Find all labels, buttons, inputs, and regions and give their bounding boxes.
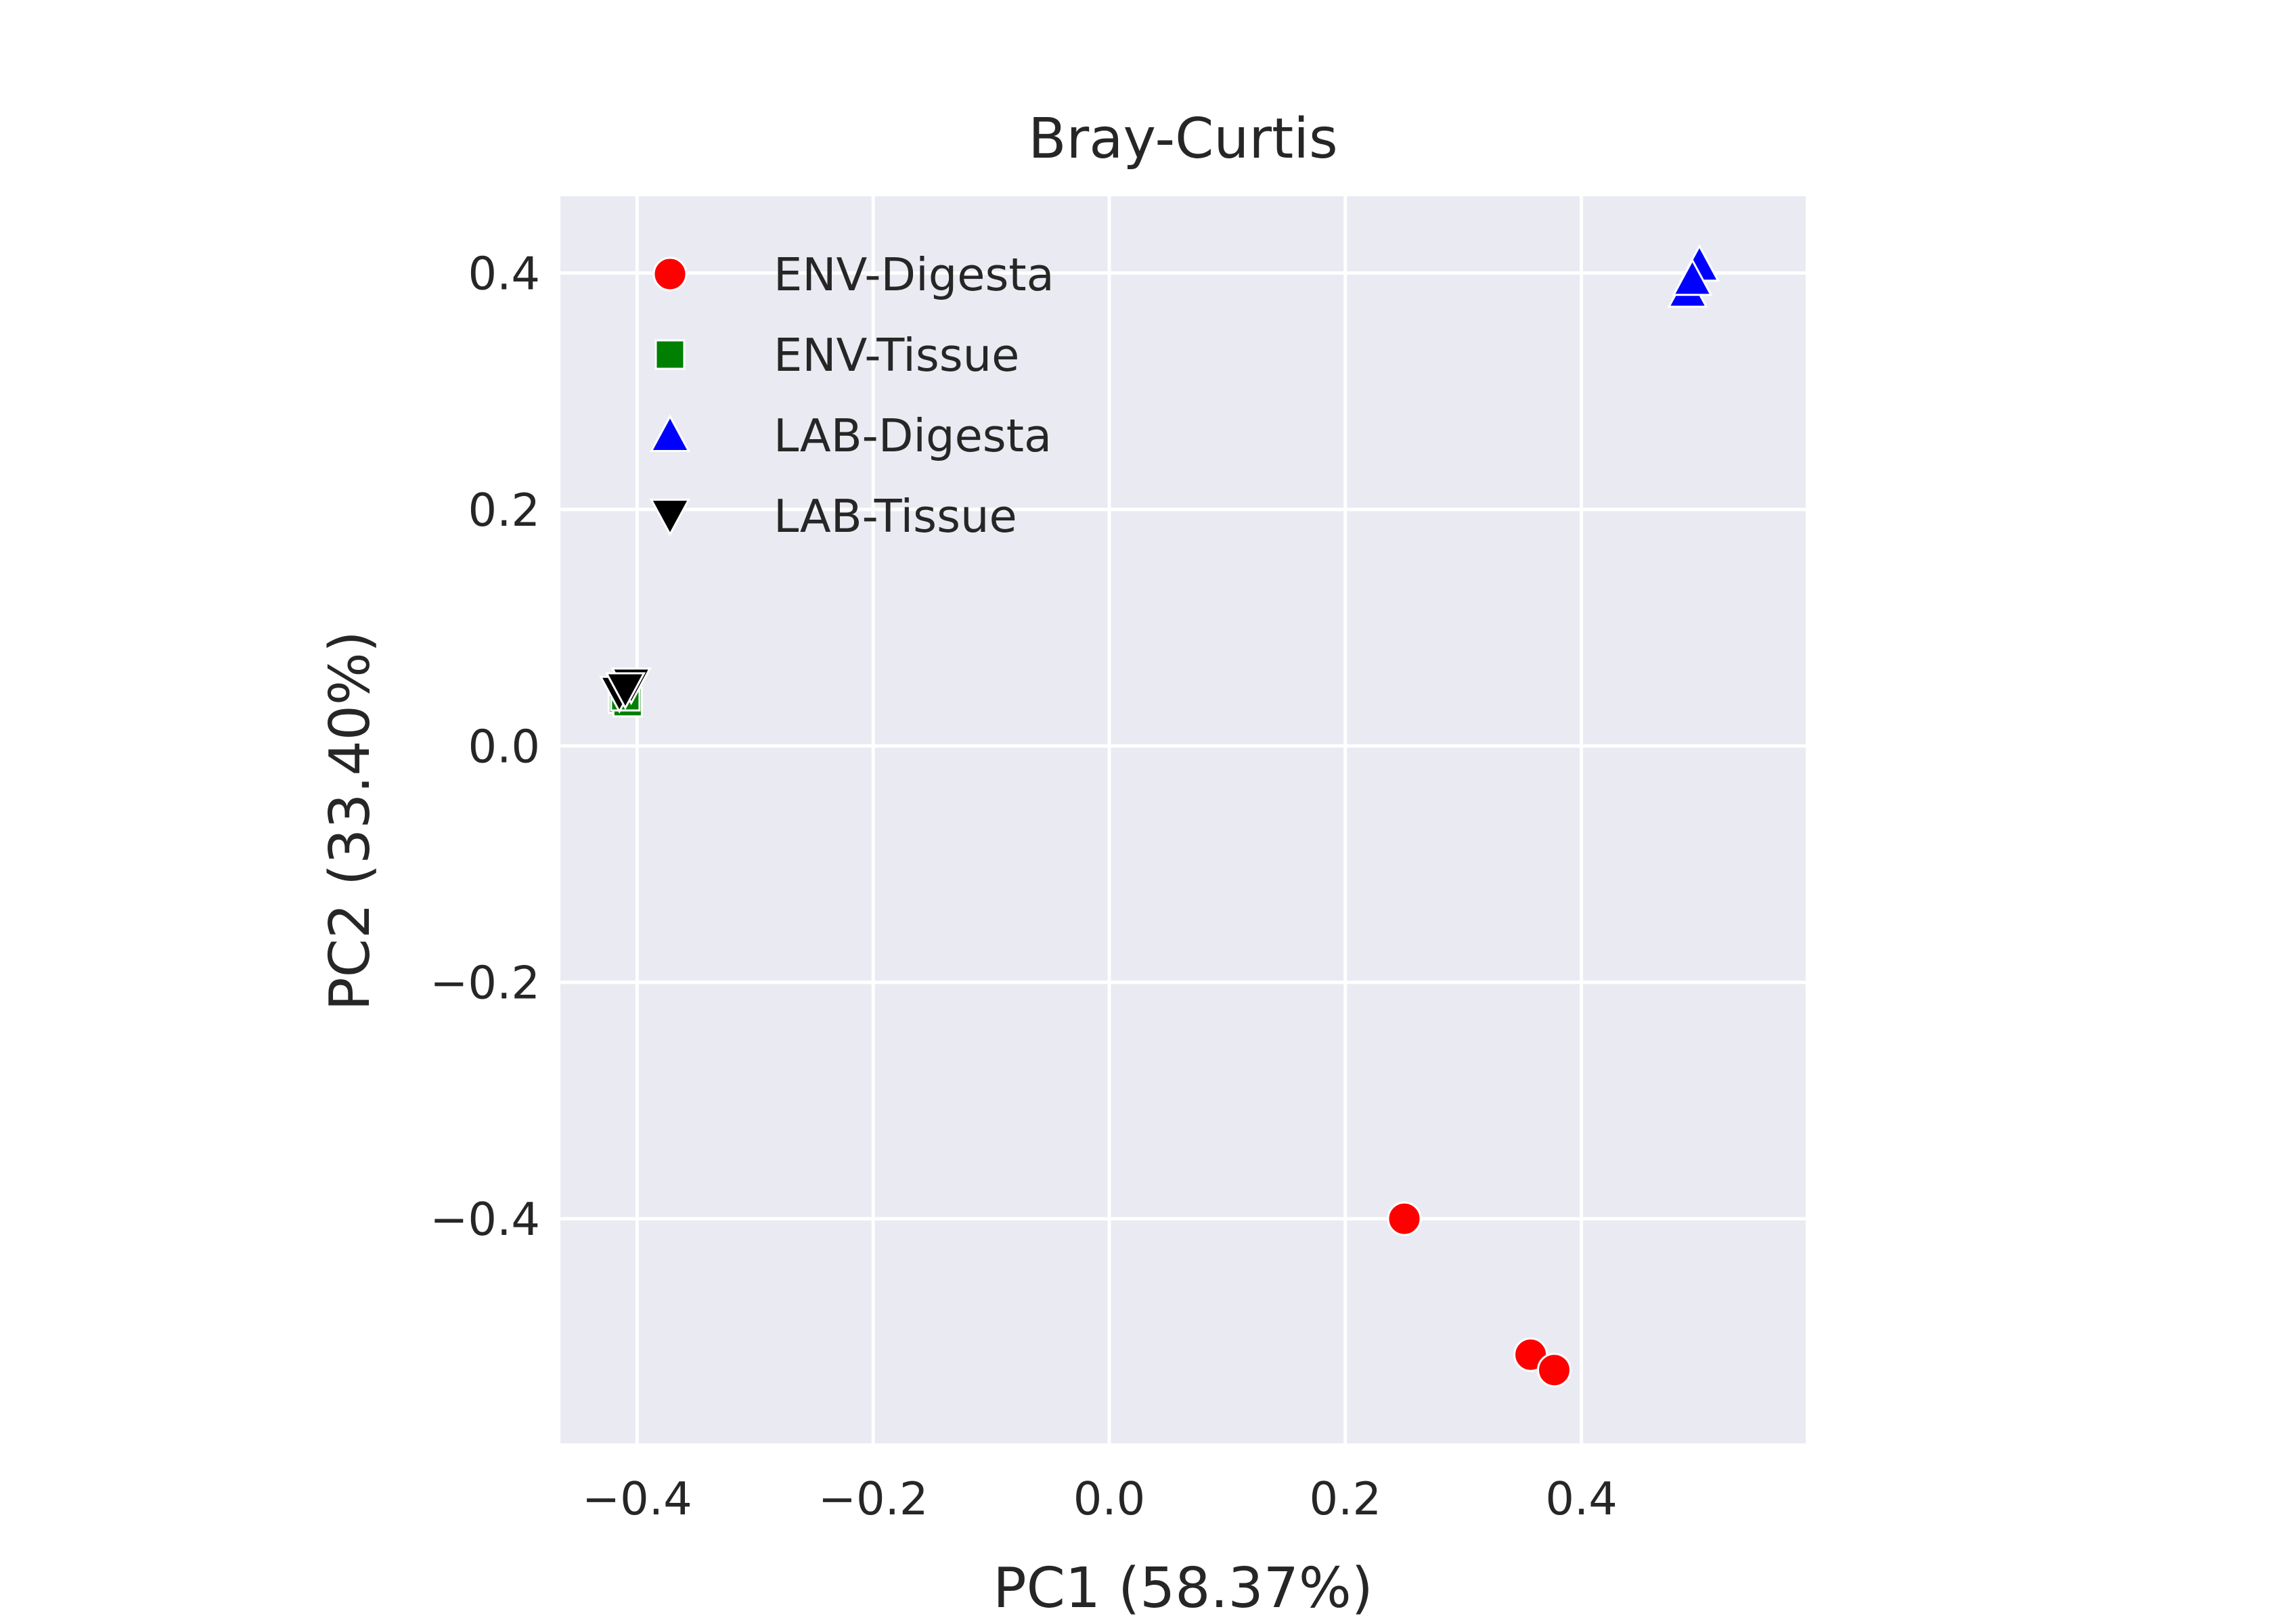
legend-marker-env-tissue (654, 339, 686, 370)
legend-label: ENV-Tissue (774, 329, 1019, 382)
x-tick-labels: −0.4 −0.2 0.0 0.2 0.4 (582, 1472, 1618, 1525)
legend-label: ENV-Digesta (774, 248, 1054, 301)
y-tick-labels: 0.4 0.2 0.0 −0.2 −0.4 (430, 248, 540, 1246)
x-tick-label: 0.2 (1310, 1472, 1382, 1525)
y-tick-label: 0.0 (468, 720, 540, 773)
point-env-digesta (1387, 1201, 1422, 1236)
point-env-digesta (1537, 1353, 1572, 1388)
point-lab-digesta (1672, 258, 1713, 296)
chart-title: Bray-Curtis (1028, 107, 1338, 171)
x-tick-label: 0.4 (1545, 1472, 1618, 1525)
legend: ENV-Digesta ENV-Tissue LAB-Digesta LAB-Tiss… (649, 248, 1054, 543)
x-tick-label: −0.2 (818, 1472, 929, 1525)
legend-label: LAB-Digesta (774, 409, 1052, 462)
x-tick-label: 0.0 (1073, 1472, 1146, 1525)
data-points (599, 244, 1720, 1388)
x-axis-label: PC1 (58.37%) (993, 1556, 1373, 1621)
y-tick-label: −0.2 (430, 957, 540, 1010)
plot-area (560, 196, 1806, 1443)
point-lab-tissue (604, 672, 646, 710)
legend-label: LAB-Tissue (774, 490, 1017, 543)
y-tick-label: −0.4 (430, 1193, 540, 1246)
legend-marker-env-digesta (652, 256, 688, 292)
legend-marker-lab-tissue (649, 499, 691, 537)
legend-marker-lab-digesta (649, 414, 691, 452)
y-tick-label: 0.4 (468, 248, 540, 300)
grid-lines (560, 196, 1806, 1443)
x-tick-label: −0.4 (582, 1472, 692, 1525)
y-tick-label: 0.2 (468, 484, 540, 537)
y-axis-label: PC2 (33.40%) (318, 631, 382, 1011)
